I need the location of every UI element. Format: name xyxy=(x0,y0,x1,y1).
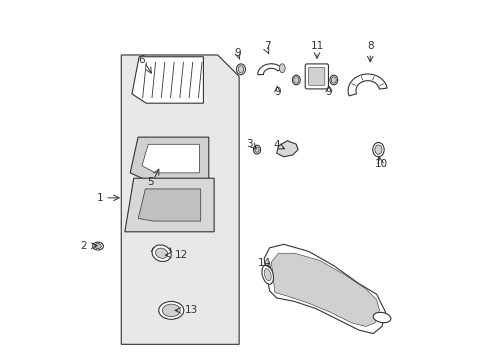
FancyBboxPatch shape xyxy=(305,64,328,89)
Text: 3: 3 xyxy=(246,139,253,149)
Ellipse shape xyxy=(93,242,103,250)
Polygon shape xyxy=(347,74,386,96)
Text: 9: 9 xyxy=(325,87,331,98)
Text: 4: 4 xyxy=(273,140,280,150)
Polygon shape xyxy=(121,55,239,344)
Ellipse shape xyxy=(262,265,273,284)
Ellipse shape xyxy=(372,143,384,157)
Ellipse shape xyxy=(374,145,381,154)
Text: 1: 1 xyxy=(96,193,103,203)
Polygon shape xyxy=(142,144,199,173)
Polygon shape xyxy=(124,178,214,232)
Text: 6: 6 xyxy=(138,55,144,64)
Ellipse shape xyxy=(162,304,180,317)
Ellipse shape xyxy=(292,75,300,85)
Ellipse shape xyxy=(95,244,101,249)
Ellipse shape xyxy=(293,77,298,83)
Ellipse shape xyxy=(372,312,390,323)
Text: 14: 14 xyxy=(258,258,271,268)
Polygon shape xyxy=(264,244,385,334)
Ellipse shape xyxy=(238,66,243,73)
Polygon shape xyxy=(276,141,298,157)
Text: 8: 8 xyxy=(366,41,373,51)
Text: 13: 13 xyxy=(184,305,197,315)
Ellipse shape xyxy=(236,64,245,75)
Text: 12: 12 xyxy=(175,250,188,260)
Polygon shape xyxy=(132,57,203,103)
FancyBboxPatch shape xyxy=(308,67,324,85)
Polygon shape xyxy=(138,189,201,221)
Ellipse shape xyxy=(279,64,285,73)
Polygon shape xyxy=(257,64,282,75)
Ellipse shape xyxy=(331,77,336,83)
Text: 7: 7 xyxy=(264,41,270,51)
Ellipse shape xyxy=(254,147,259,152)
Text: 11: 11 xyxy=(310,41,323,51)
Text: 9: 9 xyxy=(273,87,280,98)
Polygon shape xyxy=(130,137,208,180)
Ellipse shape xyxy=(152,245,171,261)
Ellipse shape xyxy=(253,145,260,154)
Text: 9: 9 xyxy=(234,48,241,58)
Text: 2: 2 xyxy=(80,241,87,251)
Polygon shape xyxy=(271,253,379,327)
Text: 10: 10 xyxy=(374,159,386,169)
Ellipse shape xyxy=(155,248,167,258)
Ellipse shape xyxy=(159,301,183,319)
Text: 5: 5 xyxy=(147,177,154,187)
Ellipse shape xyxy=(264,269,271,281)
Ellipse shape xyxy=(329,75,337,85)
